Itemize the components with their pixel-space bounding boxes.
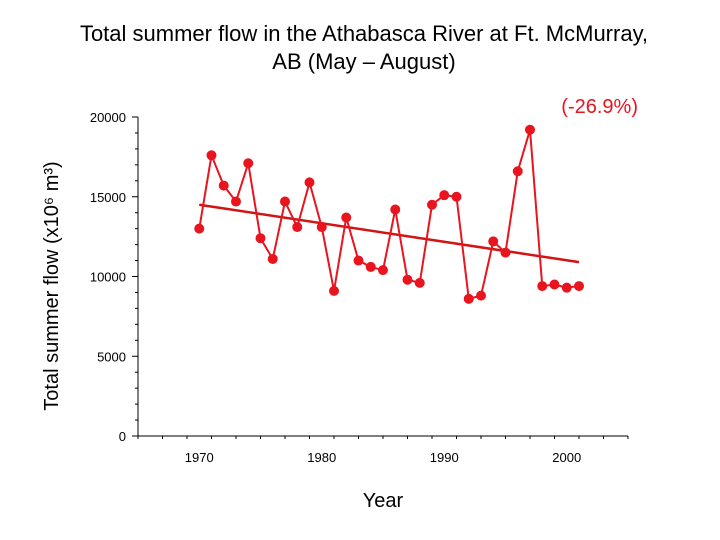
data-point	[231, 196, 241, 207]
y-tick-label: 10000	[90, 270, 126, 285]
data-point	[341, 212, 352, 223]
data-point	[194, 223, 205, 234]
data-point	[280, 196, 290, 207]
data-point	[574, 281, 584, 292]
y-tick-label: 20000	[90, 110, 126, 125]
data-point	[365, 261, 376, 272]
trend-line	[199, 203, 580, 264]
chart-title-line-1: Total summer flow in the Athabasca River…	[79, 21, 649, 46]
data-point	[561, 282, 572, 293]
data-point	[488, 236, 499, 247]
data-point	[439, 190, 450, 201]
data-point	[206, 150, 217, 161]
data-point	[512, 166, 523, 177]
chart-title-line-2: AB (May – August)	[272, 49, 456, 74]
data-point	[463, 293, 474, 304]
series-line	[198, 129, 580, 301]
x-tick-label: 1980	[307, 450, 336, 465]
y-tick-label: 0	[119, 429, 126, 444]
percent-change-annotation: (-26.9%)	[561, 96, 638, 118]
y-tick-label: 15000	[90, 190, 126, 205]
data-point	[427, 199, 437, 210]
data-point	[476, 290, 486, 301]
data-point	[353, 255, 364, 266]
data-point	[378, 265, 388, 276]
data-point	[255, 233, 266, 244]
data-point	[549, 279, 560, 290]
trend-line-group	[199, 203, 580, 264]
x-tick-label: 2000	[552, 450, 581, 465]
chart-axes: 0 5000 10000 15000 20000 1970 1980 1990 2000	[90, 110, 629, 465]
data-point	[414, 277, 425, 288]
data-point	[525, 124, 535, 135]
data-point	[537, 281, 548, 292]
x-tick-label: 1990	[430, 450, 459, 465]
y-axis-title: Total summer flow (x10⁶ m³)	[41, 161, 63, 410]
x-tick-label: 1970	[185, 450, 214, 465]
data-point	[218, 180, 229, 191]
data-point	[451, 191, 462, 202]
y-tick-label: 5000	[97, 349, 126, 364]
data-point	[402, 274, 413, 285]
data-point	[316, 222, 327, 233]
data-point	[304, 177, 315, 188]
data-point	[243, 158, 254, 169]
data-point	[267, 253, 278, 264]
data-series-group	[194, 124, 584, 304]
data-point	[292, 222, 303, 233]
data-point	[390, 204, 401, 215]
data-point	[329, 285, 339, 296]
x-axis-title: Year	[363, 490, 404, 512]
chart-title: Total summer flow in the Athabasca River…	[0, 20, 720, 76]
data-point	[500, 247, 511, 258]
